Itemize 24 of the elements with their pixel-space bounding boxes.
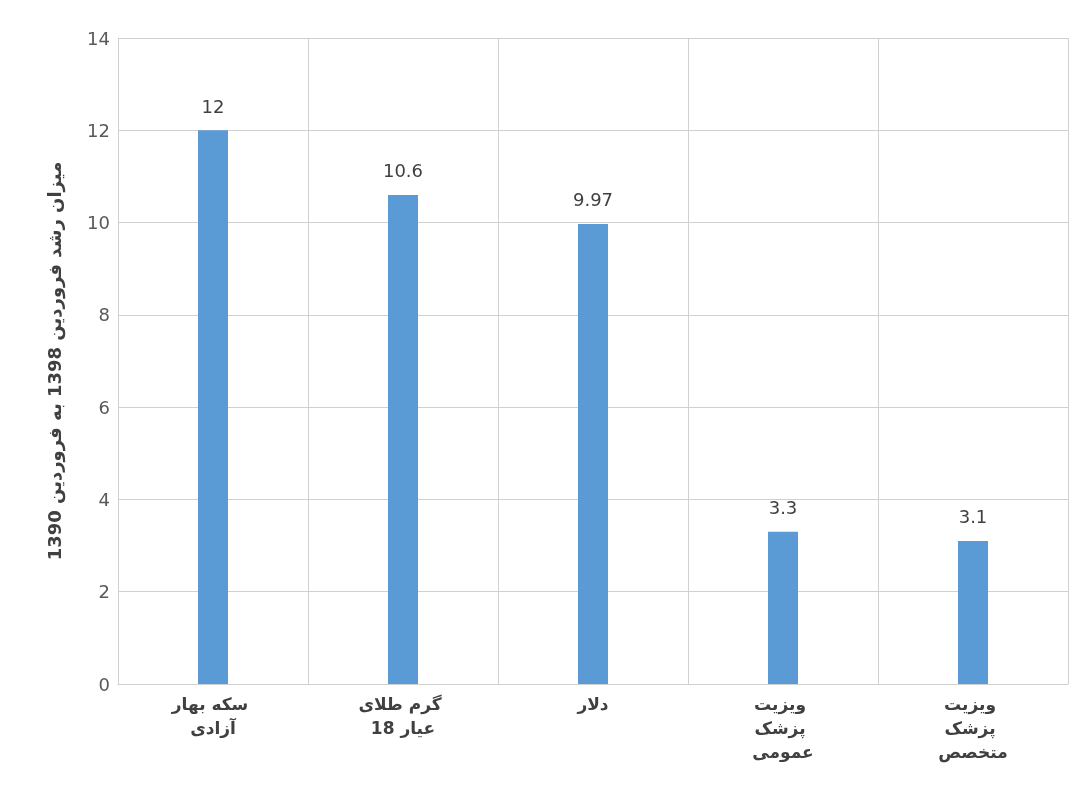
bar [388,194,418,684]
y-tick-label: 4 [98,488,110,510]
x-tick-label: سکه بهار آزادی [170,694,255,738]
x-tick-label: گرم طلای 18 عیار [358,694,448,738]
x-tick-label: ویزیت پزشک عمومی [752,694,814,763]
data-label: 3.1 [958,506,988,528]
x-tick-label: ویزیت پزشک متخصص [938,694,1008,763]
y-tick-label: 10 [87,212,110,234]
y-tick-label: 14 [87,27,110,49]
bar [768,531,798,684]
bar [958,540,988,684]
x-tick-label: دلار [576,694,609,714]
y-tick-label: 8 [98,304,110,326]
y-tick-label: 6 [98,396,110,418]
bar [578,223,608,684]
data-label: 12 [201,95,225,117]
y-tick-label: 0 [98,673,110,695]
y-tick-label: 2 [98,581,110,603]
data-label: 3.3 [768,497,798,519]
y-axis-title: میزان رشد فروردین 1398 به فروردین 1390 [43,161,66,561]
data-label: 9.97 [572,189,614,211]
bar [198,130,228,684]
data-label: 10.6 [382,160,424,182]
y-tick-label: 12 [87,119,110,141]
